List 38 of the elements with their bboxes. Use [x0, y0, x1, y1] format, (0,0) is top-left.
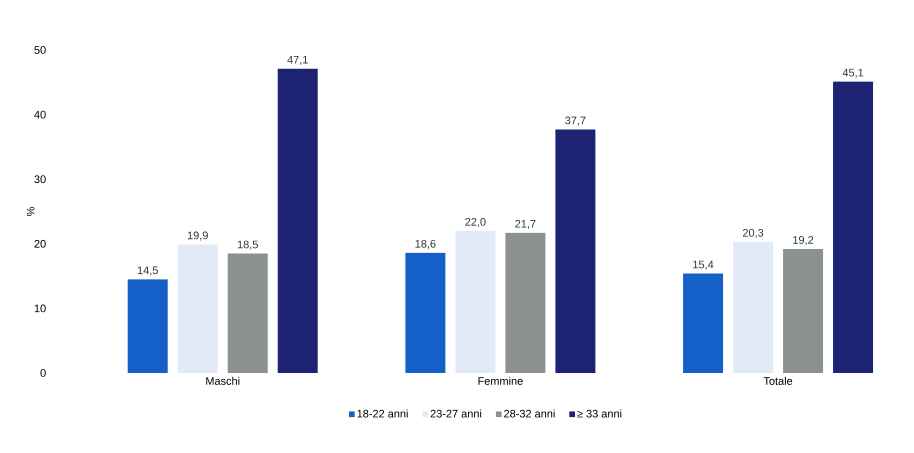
bar — [555, 129, 596, 373]
y-axis-title: % — [26, 207, 34, 216]
bar — [783, 248, 824, 373]
data-label: 21,7 — [515, 220, 536, 229]
bar — [228, 253, 268, 373]
y-tick-label: 30 — [34, 175, 46, 184]
bar — [505, 232, 546, 373]
data-label: 37,7 — [565, 116, 586, 126]
bar — [733, 242, 774, 373]
bar — [833, 82, 874, 373]
legend-label: ≥ 33 anni — [577, 409, 622, 418]
bar — [128, 279, 168, 373]
data-label: 18,5 — [238, 240, 258, 250]
y-tick-label: 10 — [34, 304, 46, 312]
y-tick-label: 50 — [34, 46, 46, 54]
y-tick-label: 0 — [40, 369, 46, 377]
bar — [455, 230, 496, 373]
data-label: 20,3 — [742, 228, 764, 238]
bar — [178, 244, 218, 373]
data-label: 19,2 — [793, 236, 814, 246]
data-label: 14,5 — [138, 266, 158, 276]
bar — [683, 274, 724, 373]
x-tick-label: Maschi — [206, 376, 240, 385]
data-label: 18,6 — [416, 240, 436, 249]
bar — [278, 68, 318, 373]
y-tick-label: 40 — [34, 110, 46, 118]
bar — [405, 252, 446, 373]
data-label: 15,4 — [693, 260, 714, 270]
y-tick-label: 20 — [34, 240, 46, 248]
legend-label: 23-27 anni — [430, 409, 482, 418]
data-label: 47,1 — [287, 56, 308, 65]
x-tick-label: Femmine — [478, 376, 523, 385]
legend-label: 18-22 anni — [357, 409, 408, 418]
x-tick-label: Totale — [764, 376, 792, 385]
legend-label: 28-32 anni — [504, 409, 555, 418]
data-label: 22,0 — [465, 218, 486, 228]
data-label: 45,1 — [842, 68, 864, 78]
data-label: 19,9 — [188, 232, 208, 241]
